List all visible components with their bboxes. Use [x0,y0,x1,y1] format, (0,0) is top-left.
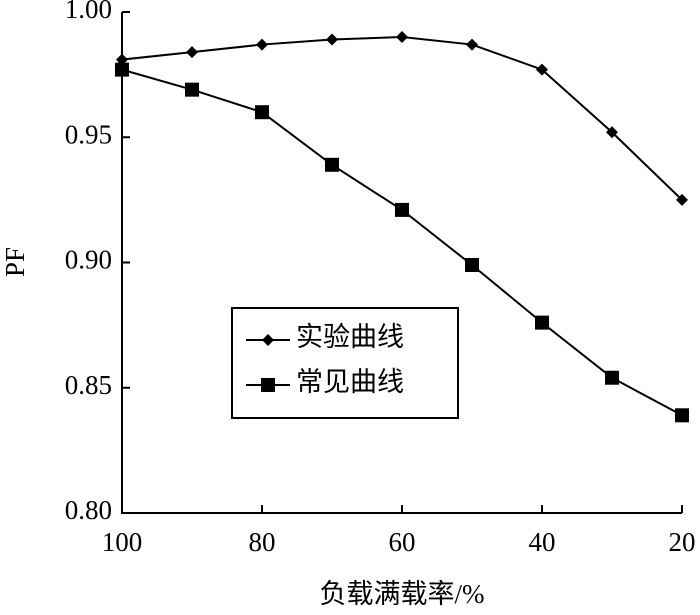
legend-label: 实验曲线 [296,322,404,352]
x-tick-label: 60 [389,527,416,557]
y-axis-label: PF [0,247,30,277]
x-tick-label: 20 [669,527,696,557]
y-tick-label: 0.80 [65,495,112,525]
series-line [121,36,683,201]
x-tick-label: 80 [249,527,276,557]
legend-box [231,307,459,419]
marker [605,370,619,385]
marker [186,46,198,59]
marker [326,33,338,46]
axes [121,12,682,514]
y-tick-label: 0.95 [65,119,112,149]
y-tick-label: 0.85 [65,370,112,400]
legend-label: 常见曲线 [296,367,404,397]
marker [116,53,128,66]
marker [325,157,339,172]
marker [396,31,408,44]
y-tick-label: 0.90 [65,245,112,275]
marker [395,202,409,217]
x-tick-label: 100 [102,527,143,557]
marker [676,193,688,206]
marker [675,408,689,423]
marker [115,62,129,77]
marker [606,126,618,139]
marker [185,82,199,97]
marker [255,105,269,120]
y-tick-label: 1.00 [65,0,112,24]
x-axis-label: 负载满载率/% [320,579,485,609]
marker [536,63,548,76]
marker [262,334,274,346]
marker [465,258,479,273]
marker [466,38,478,51]
marker [261,378,275,392]
marker [256,38,268,51]
marker [535,315,549,330]
x-tick-label: 40 [529,527,556,557]
